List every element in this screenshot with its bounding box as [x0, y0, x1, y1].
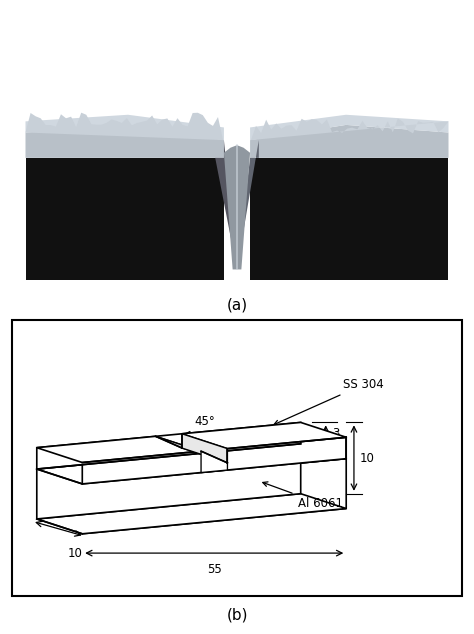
Polygon shape: [201, 451, 228, 472]
Polygon shape: [37, 444, 301, 519]
Polygon shape: [26, 115, 224, 140]
Polygon shape: [26, 113, 223, 140]
Polygon shape: [37, 436, 201, 463]
Polygon shape: [155, 436, 228, 463]
Text: 45°: 45°: [195, 415, 215, 428]
Polygon shape: [82, 458, 346, 534]
Polygon shape: [224, 145, 250, 269]
Polygon shape: [26, 125, 224, 158]
Text: SS 304: SS 304: [274, 378, 384, 425]
Text: (b): (b): [226, 607, 248, 623]
Polygon shape: [250, 115, 448, 140]
Polygon shape: [26, 158, 224, 280]
Polygon shape: [182, 422, 346, 449]
Polygon shape: [37, 494, 346, 534]
Polygon shape: [182, 434, 228, 463]
Polygon shape: [82, 437, 346, 484]
Polygon shape: [250, 158, 448, 280]
Polygon shape: [250, 125, 448, 158]
Text: 2: 2: [219, 439, 226, 452]
Text: (a): (a): [227, 297, 247, 313]
Polygon shape: [215, 140, 237, 269]
Polygon shape: [237, 140, 259, 269]
Text: 10: 10: [68, 547, 83, 560]
Text: 55: 55: [207, 564, 222, 576]
Text: 3: 3: [333, 427, 340, 439]
Polygon shape: [251, 119, 448, 140]
Polygon shape: [37, 444, 346, 484]
Polygon shape: [37, 422, 301, 469]
Text: Al 6061: Al 6061: [263, 482, 343, 510]
FancyBboxPatch shape: [12, 320, 462, 596]
Text: 10: 10: [360, 451, 375, 465]
